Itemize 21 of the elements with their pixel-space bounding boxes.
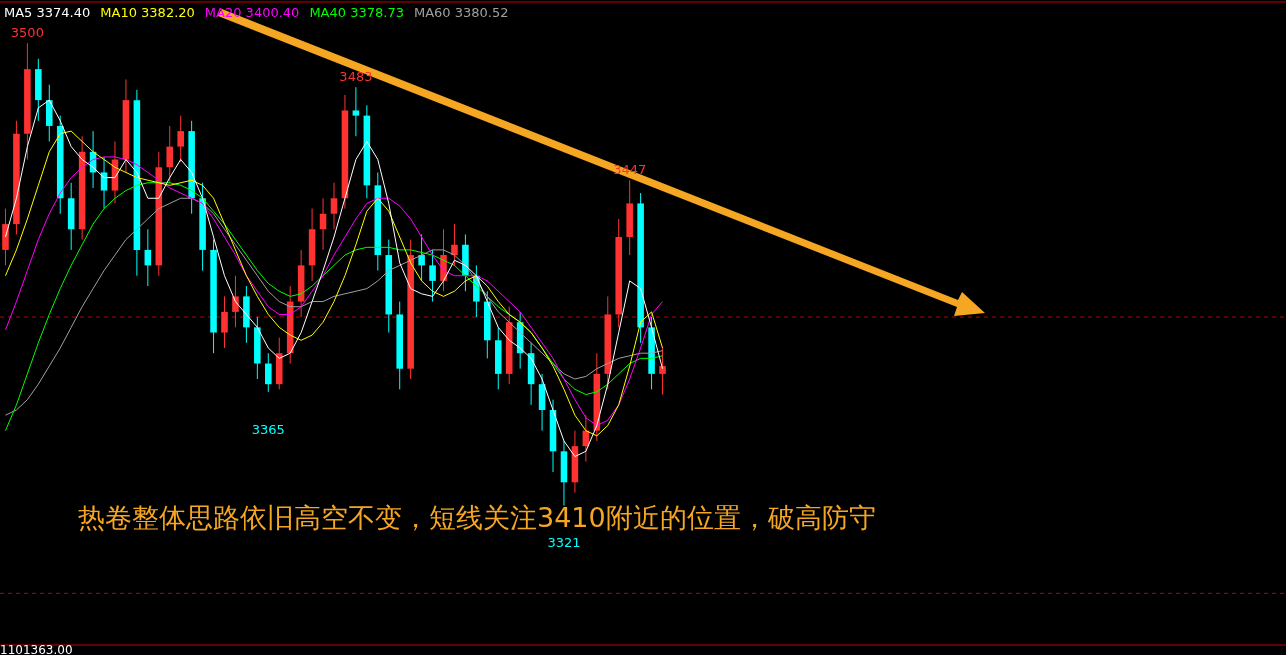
candlestick	[177, 115, 184, 163]
text: MA10 3382.20	[100, 5, 195, 20]
annotation: 3500	[10, 25, 44, 41]
candlestick	[265, 352, 272, 393]
candlestick	[429, 249, 436, 303]
candlestick	[330, 182, 338, 230]
candlestick	[221, 295, 228, 349]
text: MA5 3374.40	[4, 5, 91, 20]
annotation: 3365	[251, 421, 285, 437]
candlestick	[232, 275, 239, 328]
text: MA60 3380.52	[413, 5, 509, 20]
annotation: 1101363.00	[0, 643, 73, 655]
annotation: 热卷整体思路依旧高空不变，短线关注3410附近的位置，破高防守	[78, 502, 876, 534]
candlestick	[352, 86, 360, 137]
text: MA40 3378.73	[309, 5, 404, 20]
candlestick	[418, 233, 425, 282]
annotation: 3483	[339, 69, 373, 85]
candlestick	[451, 223, 458, 266]
annotation: 3321	[547, 535, 581, 551]
candlestick	[166, 125, 174, 184]
candlestick	[659, 347, 666, 396]
